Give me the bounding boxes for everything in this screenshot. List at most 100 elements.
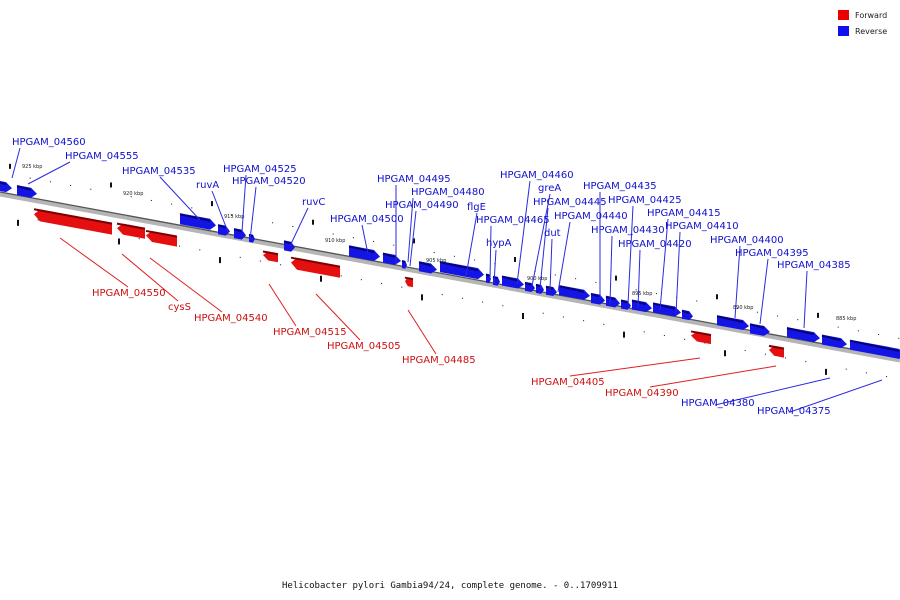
label-connector-forward: [315, 293, 361, 341]
legend-label-forward: Forward: [855, 11, 887, 20]
gene-block-reverse-body: [180, 213, 216, 230]
ruler-tick-label: 910 kbp: [325, 238, 345, 244]
gene-label-reverse[interactable]: greA: [538, 183, 561, 194]
gene-label-reverse[interactable]: ruvA: [196, 180, 219, 191]
label-connector-reverse: [549, 238, 553, 291]
gene-label-reverse[interactable]: HPGAM_04380: [681, 398, 755, 409]
ruler-tick-label: 885 kbp: [836, 316, 856, 322]
gene-block-forward: [690, 330, 712, 345]
gene-block-reverse-bevel: [501, 275, 519, 282]
label-connector-reverse: [759, 258, 769, 325]
gene-block-reverse-bevel: [439, 261, 479, 272]
gene-label-reverse[interactable]: HPGAM_04415: [647, 208, 721, 219]
gene-label-reverse[interactable]: HPGAM_04480: [411, 187, 485, 198]
gene-block-reverse-bevel: [524, 281, 532, 286]
gene-label-reverse[interactable]: HPGAM_04500: [330, 214, 404, 225]
gene-label-reverse[interactable]: HPGAM_04495: [377, 174, 451, 185]
label-connector-reverse: [249, 186, 257, 241]
gene-block-reverse-bevel: [401, 260, 406, 264]
forward-gene-labels: HPGAM_04550 cysS HPGAM_04540 HPGAM_04515…: [92, 288, 679, 399]
gene-block-reverse: [401, 260, 407, 269]
gene-label-forward[interactable]: HPGAM_04405: [531, 377, 605, 388]
gene-block-forward: [768, 344, 785, 358]
genome-caption: Helicobacter pylori Gambia94/24, complet…: [282, 581, 618, 591]
gene-block-forward: [145, 229, 178, 247]
gene-block-reverse: [16, 185, 37, 198]
gene-block-reverse-bevel: [233, 228, 243, 233]
label-connector-forward: [121, 253, 179, 302]
gene-label-reverse[interactable]: HPGAM_04535: [122, 166, 196, 177]
gene-label-reverse[interactable]: dut: [544, 228, 561, 239]
gene-label-reverse[interactable]: HPGAM_04430: [591, 225, 665, 236]
label-connector-reverse: [361, 224, 369, 255]
gene-label-reverse[interactable]: HPGAM_04525: [223, 164, 297, 175]
gene-label-reverse[interactable]: flgE: [467, 202, 486, 213]
label-connector-reverse: [159, 176, 201, 221]
label-connector-reverse: [465, 212, 478, 277]
gene-label-reverse[interactable]: HPGAM_04420: [618, 239, 692, 250]
ruler-labels: 925 kbp 920 kbp 915 kbp 910 kbp 905 kbp …: [22, 164, 856, 322]
gene-label-reverse[interactable]: HPGAM_04435: [583, 181, 657, 192]
gene-label-forward[interactable]: HPGAM_04550: [92, 288, 166, 299]
gene-block-reverse-bevel: [348, 245, 375, 254]
gene-label-reverse[interactable]: HPGAM_04375: [757, 406, 831, 417]
ruler-tick-label: 905 kbp: [426, 258, 446, 264]
gene-block-forward-body: [34, 209, 112, 235]
gene-label-forward[interactable]: HPGAM_04515: [273, 327, 347, 338]
gene-block-forward: [290, 256, 341, 278]
reverse-gene-labels: HPGAM_04560 HPGAM_04555 HPGAM_04535 ruvA…: [12, 137, 851, 417]
gene-label-reverse[interactable]: HPGAM_04385: [777, 260, 851, 271]
gene-block-reverse: [716, 315, 749, 331]
gene-label-reverse[interactable]: HPGAM_04445: [533, 197, 607, 208]
gene-label-reverse[interactable]: hypA: [486, 238, 512, 249]
gene-block-reverse: [786, 327, 820, 343]
gene-label-reverse[interactable]: HPGAM_04490: [385, 200, 459, 211]
gene-block-forward-bevel: [404, 276, 414, 281]
gene-block-reverse: [821, 334, 847, 349]
gene-block-reverse-bevel: [652, 302, 676, 310]
gene-label-reverse[interactable]: HPGAM_04410: [665, 221, 739, 232]
gene-label-reverse[interactable]: HPGAM_04395: [735, 248, 809, 259]
gene-block-reverse: [631, 299, 652, 313]
gene-label-reverse[interactable]: HPGAM_04465: [476, 215, 550, 226]
gene-label-reverse[interactable]: HPGAM_04425: [608, 195, 682, 206]
ruler-tick-label: 925 kbp: [22, 164, 42, 170]
gene-label-reverse[interactable]: HPGAM_04555: [65, 151, 139, 162]
gene-block-reverse-bevel: [0, 181, 7, 186]
gene-label-forward[interactable]: HPGAM_04390: [605, 388, 679, 399]
gene-block-reverse: [620, 299, 631, 310]
gene-block-reverse: [418, 261, 437, 274]
gene-label-reverse[interactable]: ruvC: [302, 197, 325, 208]
gene-label-forward[interactable]: cysS: [168, 302, 191, 313]
gene-label-forward[interactable]: HPGAM_04485: [402, 355, 476, 366]
ruler-tick-label: 895 kbp: [632, 291, 652, 297]
label-connectors: [11, 147, 883, 413]
gene-block-reverse-bevel: [558, 285, 585, 293]
legend-swatch-forward: [838, 10, 849, 20]
gene-label-reverse[interactable]: HPGAM_04520: [232, 176, 306, 187]
gene-block-reverse: [590, 293, 605, 305]
gene-block-reverse-bevel: [283, 240, 292, 245]
label-connector-reverse: [789, 379, 883, 413]
label-connector-forward: [569, 357, 701, 377]
gene-block-reverse: [439, 261, 484, 280]
gene-label-reverse[interactable]: HPGAM_04440: [554, 211, 628, 222]
gene-label-reverse[interactable]: HPGAM_04460: [500, 170, 574, 181]
gene-block-forward-bevel: [690, 330, 712, 337]
gene-label-forward[interactable]: HPGAM_04540: [194, 313, 268, 324]
label-connector-reverse: [27, 161, 71, 185]
gene-block-reverse: [217, 224, 230, 236]
gene-label-reverse[interactable]: HPGAM_04560: [12, 137, 86, 148]
label-connector-reverse: [659, 218, 669, 311]
gene-label-reverse[interactable]: HPGAM_04400: [710, 235, 784, 246]
gene-block-reverse-body: [349, 245, 380, 261]
label-connector-reverse: [627, 205, 634, 305]
gene-block-forward: [33, 208, 113, 235]
label-connector-forward: [649, 365, 777, 388]
label-connector-reverse: [493, 249, 497, 285]
label-connector-reverse: [241, 174, 247, 233]
gene-block-reverse-bevel: [786, 327, 815, 336]
gene-label-forward[interactable]: HPGAM_04505: [327, 341, 401, 352]
label-connector-reverse: [675, 231, 681, 315]
label-connector-reverse: [516, 180, 531, 285]
